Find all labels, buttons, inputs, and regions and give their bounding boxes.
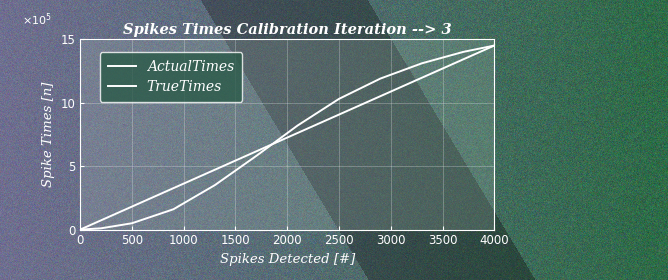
ActualTimes	[490, 44, 498, 47]
ActualTimes	[418, 62, 426, 65]
ActualTimes	[170, 207, 178, 211]
ActualTimes	[459, 50, 467, 53]
X-axis label: Spikes Detected [#]: Spikes Detected [#]	[220, 253, 355, 266]
ActualTimes	[97, 227, 105, 230]
Legend: ActualTimes, TrueTimes: ActualTimes, TrueTimes	[100, 52, 242, 102]
ActualTimes	[335, 97, 343, 101]
Title: Spikes Times Calibration Iteration --> 3: Spikes Times Calibration Iteration --> 3	[123, 23, 452, 37]
Polygon shape	[80, 39, 494, 230]
Text: $\times10^5$: $\times10^5$	[22, 11, 52, 28]
ActualTimes	[294, 124, 302, 127]
Y-axis label: Spike Times [n]: Spike Times [n]	[42, 82, 55, 187]
Line: ActualTimes: ActualTimes	[80, 46, 494, 230]
ActualTimes	[376, 77, 384, 80]
ActualTimes	[128, 221, 136, 225]
ActualTimes	[211, 183, 219, 187]
ActualTimes	[76, 228, 84, 231]
ActualTimes	[253, 154, 261, 158]
